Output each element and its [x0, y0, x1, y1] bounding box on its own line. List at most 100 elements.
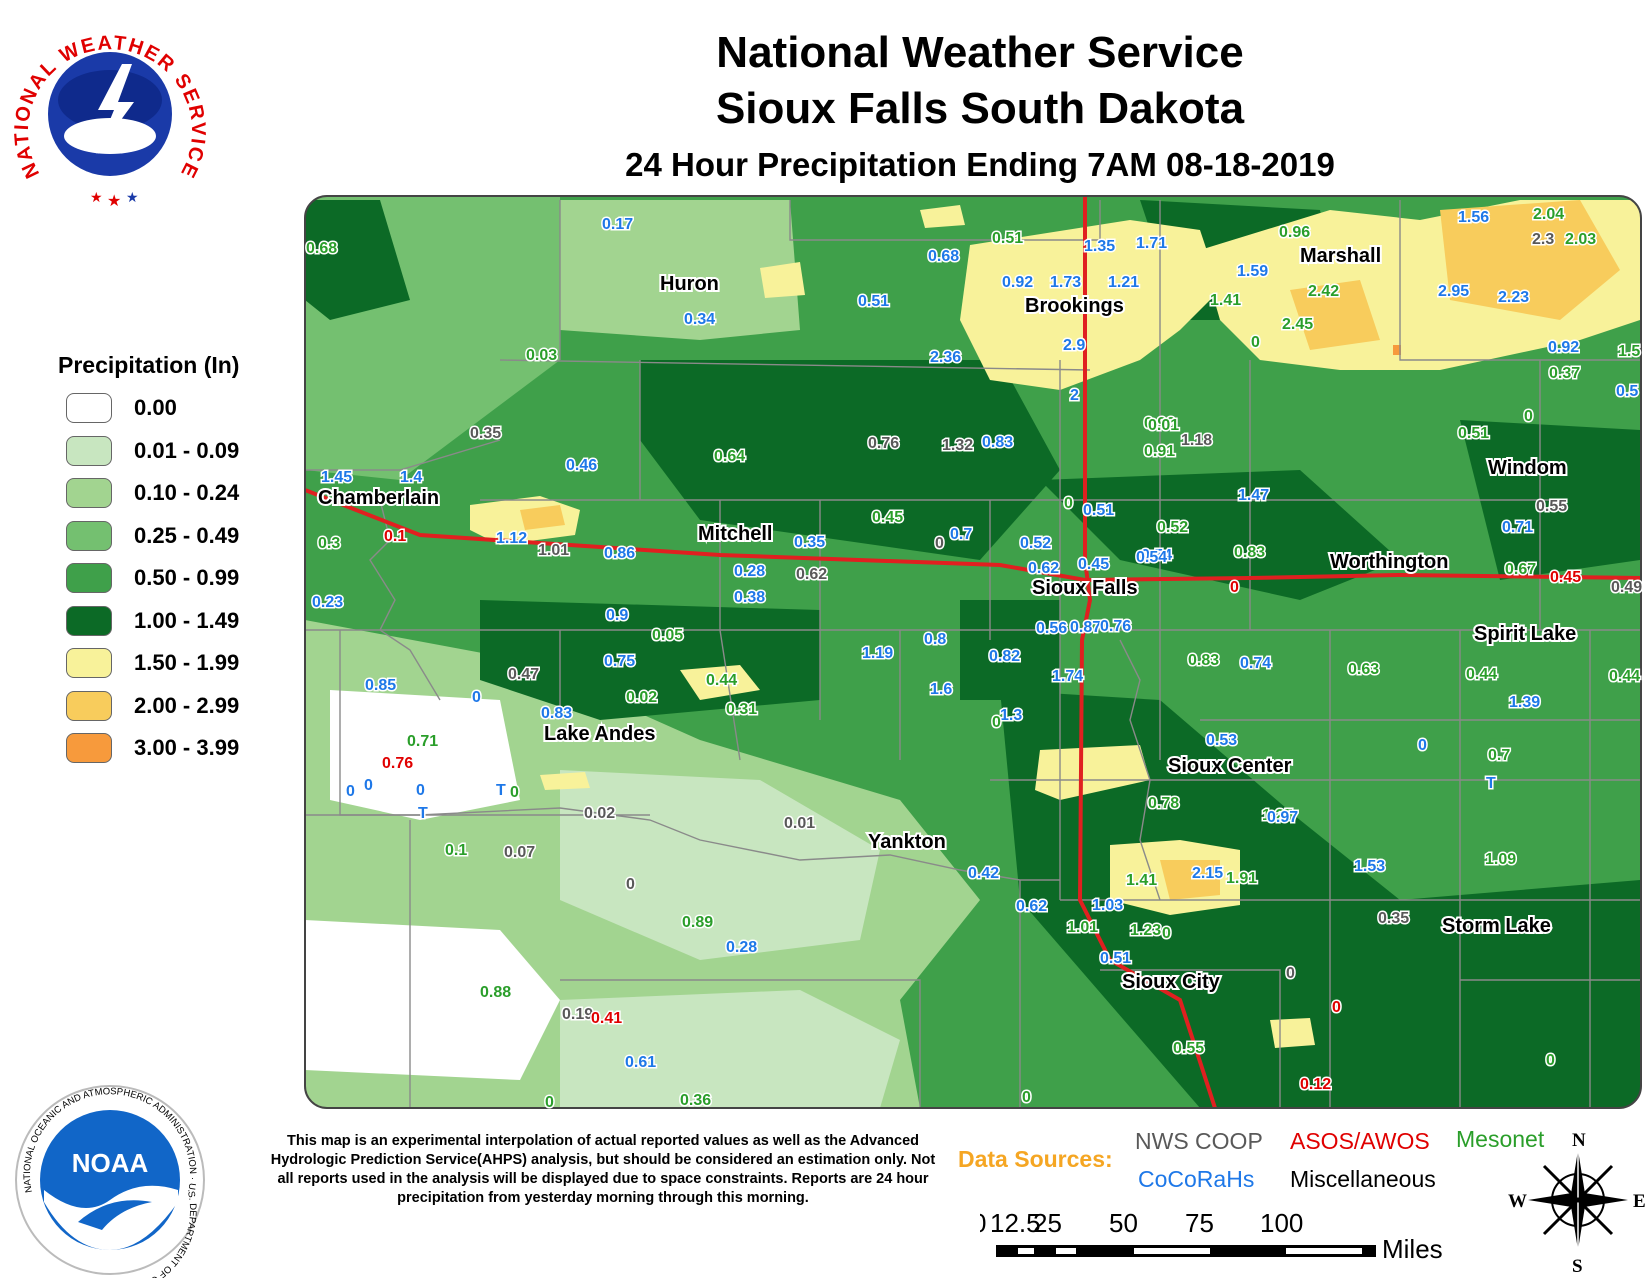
precip-report: 1.35: [1084, 238, 1115, 255]
data-source-nws-coop: NWS COOP: [1135, 1128, 1263, 1154]
compass-e: E: [1633, 1191, 1646, 1212]
precip-report: 1.3: [1000, 707, 1022, 724]
precip-report: 0.61: [625, 1054, 656, 1071]
city-label: Huron: [660, 273, 719, 295]
city-label: Lake Andes: [544, 723, 656, 745]
precip-report: 1.21: [1108, 274, 1139, 291]
city-labels: Huron Brookings Marshall Chamberlain Mitchel…: [316, 243, 1578, 995]
precip-report: 0.83: [541, 705, 572, 722]
legend-item: 1.50 - 1.99: [58, 642, 239, 685]
data-source-misc: Miscellaneous: [1290, 1166, 1436, 1192]
precip-report: 0.76: [382, 755, 413, 772]
office-title: Sioux Falls South Dakota: [715, 84, 1245, 133]
legend-item: 1.00 - 1.49: [58, 600, 239, 643]
precip-report: 0: [510, 784, 519, 801]
precip-report: 2.23: [1498, 289, 1529, 306]
precip-report: 0.36: [680, 1092, 711, 1109]
precip-report: 0.54: [1141, 547, 1172, 564]
legend-item: 0.50 - 0.99: [58, 557, 239, 600]
precip-report: 0: [346, 783, 355, 800]
svg-text:★: ★: [107, 193, 121, 210]
precip-report: 0.38: [734, 589, 765, 606]
precip-report: 1.25: [1262, 807, 1293, 824]
data-source-asos: ASOS/AWOS: [1290, 1128, 1430, 1154]
precip-report: 2: [1070, 387, 1079, 404]
precip-report: 0.37: [1549, 365, 1580, 382]
city-label: Mitchell: [698, 523, 772, 545]
precip-report: 0: [416, 782, 425, 799]
precip-report: 0.75: [604, 653, 635, 670]
precip-report: 0.76: [868, 435, 899, 452]
precip-report: 0.92: [1002, 274, 1033, 291]
precip-report: 1.03: [1092, 897, 1123, 914]
precip-report: 0.19: [562, 1006, 593, 1023]
precip-report: 0.51: [1458, 425, 1489, 442]
precip-report: 0.02: [584, 805, 615, 822]
legend-label: 0.01 - 0.09: [134, 437, 240, 463]
legend-item: 2.00 - 2.99: [58, 685, 239, 728]
city-label: Chamberlain: [318, 487, 439, 509]
precip-report: 0: [1162, 925, 1171, 942]
legend-item: 0.01 - 0.09: [58, 430, 239, 473]
precip-report: 0.51: [1083, 502, 1114, 519]
precip-report: 0.1: [445, 842, 467, 859]
precip-report: 0.55: [1536, 498, 1567, 515]
legend-title: Precipitation (In): [58, 352, 240, 378]
precip-report: 0: [1286, 965, 1295, 982]
precip-report: 1.71: [1136, 235, 1167, 252]
precip-report: 2.3: [1532, 231, 1554, 248]
precip-report: 0.96: [1279, 224, 1310, 241]
precip-report: 2.36: [930, 349, 961, 366]
precip-report: 0.86: [604, 545, 635, 562]
legend-label: 0.00: [134, 395, 177, 421]
precip-report: 1.4: [400, 469, 422, 486]
precip-report: 0.96: [1144, 415, 1175, 432]
precip-report: 0.63: [1348, 661, 1379, 678]
scale-tick-label: 0: [980, 1208, 986, 1238]
legend-label: 0.25 - 0.49: [134, 522, 240, 548]
precip-report: 0.97: [1267, 809, 1298, 826]
precip-report: 1.23: [1130, 922, 1161, 939]
precip-report: 2.45: [1282, 316, 1313, 333]
precip-report: 0.34: [684, 311, 715, 328]
disclaimer-text: This map is an experimental interpolatio…: [270, 1133, 936, 1206]
precip-report: 1.91: [1226, 870, 1257, 887]
precip-report: 0.62: [1016, 898, 1047, 915]
precip-report: 0.02: [626, 689, 657, 706]
precip-report: 0.7: [950, 526, 972, 543]
legend-item: 3.00 - 3.99: [58, 727, 239, 770]
legend-swatch: [66, 520, 112, 551]
precip-report: 0: [364, 777, 373, 794]
precip-report: 0.89: [682, 914, 713, 931]
precip-report: 0.55: [1173, 1040, 1204, 1057]
legend-swatch: [66, 648, 112, 679]
precip-report: 0.62: [796, 566, 827, 583]
legend-label: 0.50 - 0.99: [134, 565, 240, 591]
precip-report: 0.44: [1609, 668, 1640, 685]
precip-report: 0.3: [318, 535, 340, 552]
precip-report: 1.09: [1485, 851, 1516, 868]
legend-swatch: [66, 733, 112, 764]
compass-n: N: [1572, 1130, 1586, 1151]
legend-label: 1.00 - 1.49: [134, 607, 240, 633]
precip-report: 0.41: [591, 1010, 622, 1027]
legend-item: 0.25 - 0.49: [58, 515, 239, 558]
precip-report: 0.78: [1148, 795, 1179, 812]
precip-report: 0: [1230, 579, 1239, 596]
scale-bar: 012.525 50 75 100 Miles: [980, 1208, 1443, 1264]
page-title: National Weather Service: [716, 28, 1244, 77]
precip-report: 0.7: [1488, 747, 1510, 764]
city-label: Brookings: [1025, 295, 1124, 317]
precip-report: 1.74: [1052, 668, 1083, 685]
compass-rose: N S E W: [1508, 1130, 1646, 1273]
precip-report: T: [418, 805, 428, 822]
precip-report: 0.85: [365, 677, 396, 694]
precip-report: 1.01: [538, 542, 569, 559]
precip-report: 1.47: [1238, 487, 1269, 504]
precip-report: 1.45: [321, 469, 352, 486]
legend-item: 0.10 - 0.24: [58, 472, 239, 515]
precip-report: 1.5: [1618, 343, 1640, 360]
map-subtitle: 24 Hour Precipitation Ending 7AM 08-18-2…: [625, 146, 1335, 183]
precip-report: 0.28: [726, 939, 757, 956]
precip-legend: Precipitation (In) 0.00 0.01 - 0.09 0.10 -…: [58, 352, 239, 770]
